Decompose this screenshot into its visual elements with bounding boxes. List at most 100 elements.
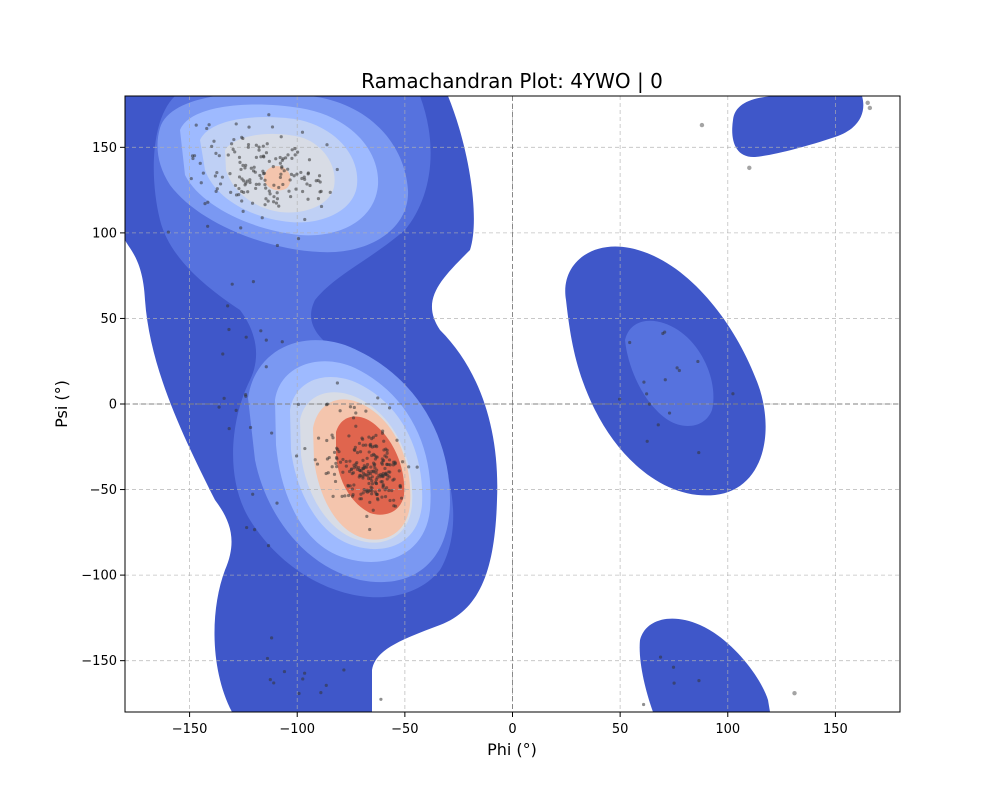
data-point-17 [368, 527, 372, 532]
data-point-303 [305, 182, 309, 186]
data-point-412 [217, 405, 221, 409]
data-point-331 [277, 204, 281, 208]
data-point-338 [248, 180, 252, 185]
data-point-387 [166, 230, 170, 234]
data-point-99 [381, 458, 386, 462]
data-point-187 [332, 472, 337, 476]
data-point-336 [267, 189, 271, 193]
data-point-448 [672, 681, 676, 685]
data-point-162 [373, 490, 377, 494]
data-point-383 [254, 143, 258, 147]
data-point-62 [354, 411, 358, 415]
data-point-221 [371, 452, 376, 456]
data-point-440 [379, 697, 383, 701]
data-point-285 [250, 201, 255, 205]
y-tick-label: −150 [81, 654, 117, 669]
data-point-274 [243, 166, 247, 170]
data-point-175 [361, 471, 366, 475]
data-point-329 [293, 146, 297, 151]
data-point-201 [331, 436, 335, 440]
data-point-380 [210, 144, 214, 148]
data-point-287 [220, 175, 225, 179]
contour-band-15 [639, 618, 770, 712]
data-point-367 [205, 126, 209, 131]
data-point-364 [233, 150, 237, 154]
data-point-404 [222, 396, 226, 400]
data-point-357 [191, 156, 195, 161]
data-point-159 [350, 494, 355, 498]
data-point-172 [377, 473, 381, 477]
data-point-377 [240, 177, 244, 181]
data-point-365 [206, 224, 210, 228]
data-point-290 [228, 172, 232, 176]
data-point-171 [352, 483, 356, 487]
data-point-194 [381, 429, 385, 433]
data-point-0 [303, 446, 307, 451]
data-point-198 [313, 458, 317, 462]
data-point-360 [198, 161, 202, 165]
outlier-point-3 [865, 100, 870, 106]
data-point-86 [372, 470, 376, 474]
data-point-211 [364, 409, 368, 413]
data-point-160 [369, 472, 373, 476]
data-point-388 [248, 425, 253, 430]
data-point-205 [334, 461, 338, 465]
data-point-376 [214, 189, 218, 194]
data-point-158 [361, 467, 366, 471]
data-point-292 [246, 145, 250, 149]
data-point-443 [641, 702, 646, 707]
y-tick-label: 50 [100, 312, 117, 327]
data-point-156 [393, 504, 398, 508]
data-point-348 [262, 155, 266, 159]
x-tick-label: 0 [508, 722, 516, 737]
data-point-415 [697, 450, 701, 455]
data-point-85 [367, 435, 371, 439]
data-point-200 [387, 406, 392, 410]
data-point-149 [368, 500, 372, 504]
data-point-167 [348, 459, 352, 463]
data-point-374 [194, 123, 198, 127]
data-point-405 [259, 329, 263, 333]
data-point-168 [361, 458, 365, 462]
data-point-91 [357, 441, 362, 445]
data-point-399 [230, 282, 234, 286]
data-point-322 [319, 204, 324, 209]
data-point-266 [303, 217, 307, 222]
data-point-351 [217, 154, 221, 158]
data-point-244 [245, 179, 249, 183]
data-point-344 [253, 170, 257, 174]
data-point-215 [348, 484, 352, 488]
data-point-26 [367, 450, 371, 454]
data-point-154 [380, 461, 384, 465]
data-point-54 [383, 466, 387, 471]
data-point-173 [368, 444, 373, 448]
data-point-314 [307, 158, 312, 162]
data-point-188 [341, 457, 345, 462]
data-point-255 [306, 197, 310, 201]
data-point-425 [656, 423, 660, 427]
data-point-311 [254, 155, 258, 159]
data-point-400 [234, 408, 238, 412]
data-point-417 [642, 380, 646, 384]
y-tick-label: 100 [92, 226, 117, 241]
data-point-258 [237, 175, 242, 179]
data-point-297 [289, 172, 294, 176]
data-point-163 [350, 487, 354, 491]
data-point-135 [340, 494, 344, 498]
data-point-129 [387, 470, 391, 474]
data-points [166, 100, 873, 707]
data-point-174 [365, 462, 370, 467]
outlier-point-4 [867, 105, 873, 111]
data-point-359 [229, 142, 234, 146]
data-point-192 [332, 450, 337, 454]
y-tick-label: 0 [109, 398, 117, 413]
data-point-295 [239, 226, 243, 230]
data-point-219 [338, 460, 343, 464]
data-point-257 [278, 175, 282, 180]
data-point-245 [300, 176, 304, 181]
data-point-108 [395, 438, 399, 442]
data-point-133 [371, 461, 376, 465]
data-point-333 [264, 197, 268, 201]
data-point-342 [299, 170, 303, 175]
data-point-50 [375, 468, 379, 472]
